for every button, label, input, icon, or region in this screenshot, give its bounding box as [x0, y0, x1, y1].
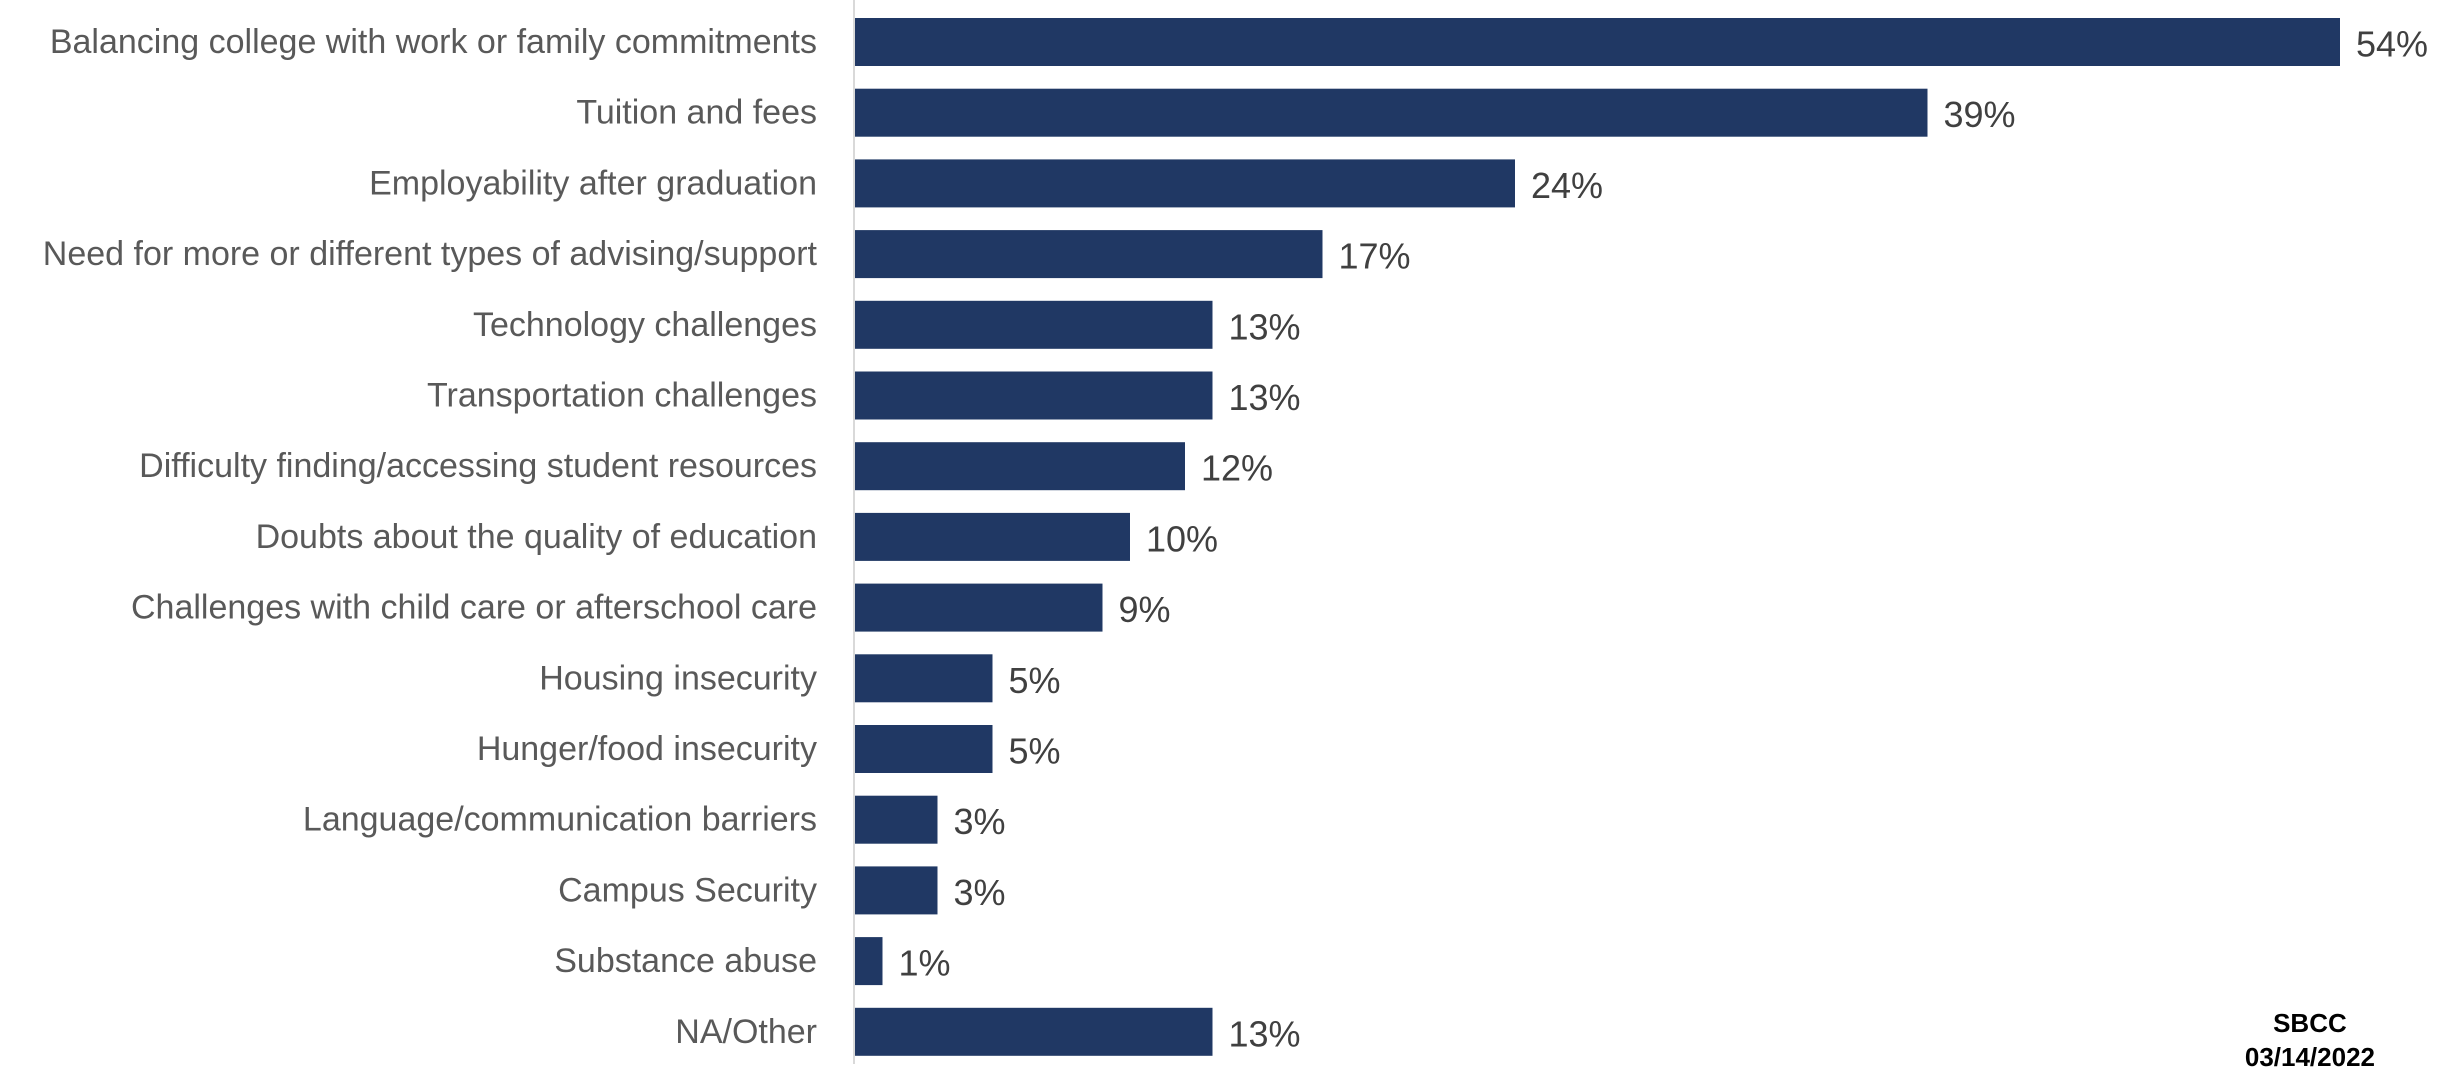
- data-label: 12%: [1201, 448, 1273, 489]
- category-label: Substance abuse: [554, 942, 817, 980]
- category-label: Hunger/food insecurity: [477, 730, 817, 768]
- bar: [855, 159, 1515, 208]
- data-label: 13%: [1229, 377, 1301, 418]
- bars-layer: [855, 18, 2340, 1056]
- data-label: 39%: [1944, 94, 2016, 135]
- bar: [855, 1007, 1213, 1056]
- data-label: 54%: [2356, 24, 2428, 65]
- bar: [855, 725, 993, 773]
- data-label: 17%: [1339, 236, 1411, 277]
- data-label: 5%: [1009, 660, 1061, 701]
- category-label: Tuition and fees: [576, 94, 817, 132]
- data-label: 5%: [1009, 731, 1061, 772]
- category-label: NA/Other: [675, 1013, 817, 1051]
- bar: [855, 371, 1213, 420]
- category-label: Transportation challenges: [427, 377, 817, 415]
- bar: [855, 866, 938, 915]
- bar: [855, 300, 1213, 349]
- category-label: Doubts about the quality of education: [256, 518, 817, 556]
- category-label: Technology challenges: [473, 306, 817, 344]
- data-label: 1%: [899, 943, 951, 984]
- bar: [855, 795, 938, 844]
- bar: [855, 18, 2340, 66]
- category-label: Campus Security: [558, 871, 817, 909]
- footer-date: 03/14/2022: [2244, 1042, 2375, 1072]
- data-label: 3%: [954, 801, 1006, 842]
- category-label: Challenges with child care or afterschoo…: [131, 589, 817, 627]
- footer-org: SBCC: [2273, 1008, 2347, 1038]
- data-label: 13%: [1229, 1013, 1301, 1054]
- bar: [855, 583, 1103, 632]
- labels-layer: Balancing college with work or family co…: [43, 23, 2428, 1054]
- bar: [855, 88, 1928, 137]
- data-label: 9%: [1119, 589, 1171, 630]
- category-label: Housing insecurity: [539, 659, 817, 697]
- category-label: Difficulty finding/accessing student res…: [139, 447, 817, 485]
- category-label: Balancing college with work or family co…: [50, 23, 817, 61]
- bar: [855, 654, 993, 703]
- data-label: 13%: [1229, 306, 1301, 347]
- bar: [855, 937, 883, 986]
- bar: [855, 442, 1185, 491]
- category-label: Language/communication barriers: [303, 801, 817, 839]
- data-label: 10%: [1146, 518, 1218, 559]
- category-label: Need for more or different types of advi…: [43, 235, 818, 273]
- bar: [855, 512, 1130, 561]
- bar: [855, 230, 1323, 279]
- data-label: 3%: [954, 872, 1006, 913]
- data-label: 24%: [1531, 165, 1603, 206]
- category-label: Employability after graduation: [369, 164, 817, 202]
